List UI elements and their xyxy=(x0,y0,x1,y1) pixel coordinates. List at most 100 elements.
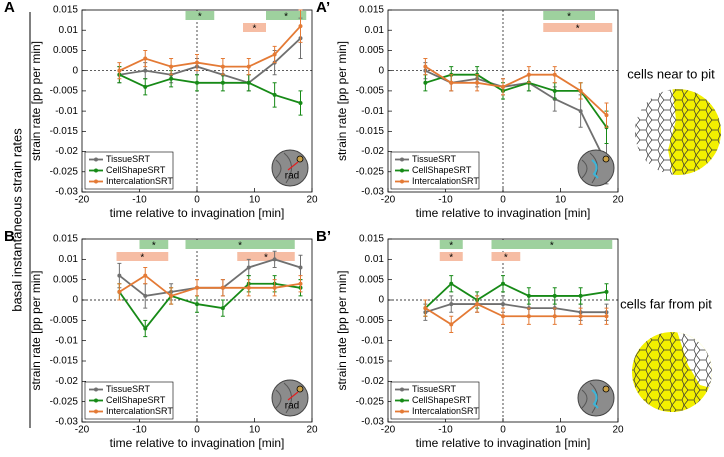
x-tick-label: -20 xyxy=(381,195,396,206)
significance-bar xyxy=(243,23,266,32)
point xyxy=(272,257,277,262)
point xyxy=(526,314,531,319)
y-tick-label: -0.025 xyxy=(356,166,385,177)
x-axis-label: time relative to invagination [min] xyxy=(110,206,285,220)
inset-pit xyxy=(602,385,610,393)
point xyxy=(298,281,303,286)
series-line xyxy=(118,274,301,297)
inset-label: rad xyxy=(285,171,299,182)
series-line xyxy=(425,73,608,128)
x-tick-label: -10 xyxy=(438,425,453,436)
y-tick-label: -0.005 xyxy=(356,86,385,97)
legend-label: CellShapeSRT xyxy=(106,165,166,175)
y-tick-label: 0.015 xyxy=(53,5,78,16)
x-axis-label: time relative to invagination [min] xyxy=(416,206,591,220)
y-tick-label: -0.005 xyxy=(50,315,79,326)
significance-mark: * xyxy=(550,241,554,252)
significance-mark: * xyxy=(264,253,268,264)
series-line xyxy=(118,282,301,330)
legend-marker xyxy=(400,168,404,173)
point xyxy=(423,64,428,69)
y-axis-label: strain rate [pp per min] xyxy=(29,41,43,161)
point xyxy=(526,72,531,77)
x-axis-label: time relative to invagination [min] xyxy=(416,436,591,450)
y-tick-label: -0.02 xyxy=(55,376,78,387)
series-line xyxy=(424,303,607,326)
point xyxy=(220,64,225,69)
y-tick-label: 0 xyxy=(378,295,384,306)
point xyxy=(552,293,557,298)
y-tick-label: 0.01 xyxy=(365,254,385,265)
x-tick-label: -10 xyxy=(132,195,147,206)
point xyxy=(195,80,199,85)
point xyxy=(117,289,122,294)
point xyxy=(143,273,148,278)
x-tick-label: 0 xyxy=(194,195,200,206)
significance-bar xyxy=(185,240,295,249)
legend-label: IntercalationSRT xyxy=(106,406,173,416)
point xyxy=(449,80,454,85)
y-tick-label: -0.015 xyxy=(356,356,385,367)
right-label: cells near to pit xyxy=(627,66,715,81)
legend-label: CellShapeSRT xyxy=(106,395,166,405)
legend-label: IntercalationSRT xyxy=(106,176,173,186)
y-tick-label: 0.005 xyxy=(53,274,78,285)
y-tick-label: -0.03 xyxy=(361,417,384,428)
x-tick-label: 0 xyxy=(500,195,506,206)
y-axis-label: strain rate [pp per min] xyxy=(335,41,349,161)
significance-mark: * xyxy=(253,24,257,35)
point xyxy=(169,76,174,81)
inset-pit xyxy=(602,155,610,163)
y-tick-label: 0.005 xyxy=(359,274,384,285)
point xyxy=(195,60,199,65)
point xyxy=(246,285,251,290)
x-tick-label: -20 xyxy=(381,425,396,436)
series-line xyxy=(118,73,301,104)
point xyxy=(272,92,277,97)
point xyxy=(143,293,148,298)
y-tick-label: -0.01 xyxy=(361,106,384,117)
y-tick-label: -0.015 xyxy=(50,356,79,367)
significance-bar xyxy=(439,240,463,249)
y-tick-label: -0.01 xyxy=(361,335,384,346)
significance-mark: * xyxy=(576,24,580,35)
y-tick-label: -0.015 xyxy=(50,126,79,137)
point xyxy=(117,68,122,73)
point xyxy=(272,285,277,290)
y-tick-label: -0.025 xyxy=(50,396,79,407)
point xyxy=(246,265,251,270)
legend-label: CellShapeSRT xyxy=(412,165,472,175)
x-tick-label: 10 xyxy=(555,425,567,436)
point xyxy=(169,293,174,298)
point xyxy=(604,289,609,294)
legend-label: CellShapeSRT xyxy=(412,395,472,405)
significance-bar xyxy=(139,240,169,249)
side-label: basal instantaneous strain rates xyxy=(9,128,24,312)
series-line xyxy=(424,69,608,165)
series-line xyxy=(118,25,302,72)
point xyxy=(475,302,480,307)
point xyxy=(578,293,583,298)
point xyxy=(246,80,251,85)
panel-label: A’ xyxy=(316,0,330,16)
point xyxy=(423,306,428,311)
significance-bar xyxy=(116,252,169,261)
inset-label: rad xyxy=(285,401,299,412)
cell-diagram xyxy=(635,89,721,175)
y-tick-label: 0.015 xyxy=(53,234,78,245)
point xyxy=(298,24,303,29)
legend-box xyxy=(390,151,480,190)
legend-marker xyxy=(94,387,98,392)
significance-mark: * xyxy=(449,241,453,252)
y-tick-label: 0.015 xyxy=(359,5,384,16)
significance-bar xyxy=(266,11,307,20)
legend-label: IntercalationSRT xyxy=(412,406,479,416)
inset-arc xyxy=(591,389,599,409)
legend-marker xyxy=(94,409,98,414)
y-tick-label: -0.02 xyxy=(361,146,384,157)
point xyxy=(246,64,251,69)
x-tick-label: -20 xyxy=(75,195,90,206)
point xyxy=(552,88,557,93)
x-tick-label: 20 xyxy=(306,195,318,206)
